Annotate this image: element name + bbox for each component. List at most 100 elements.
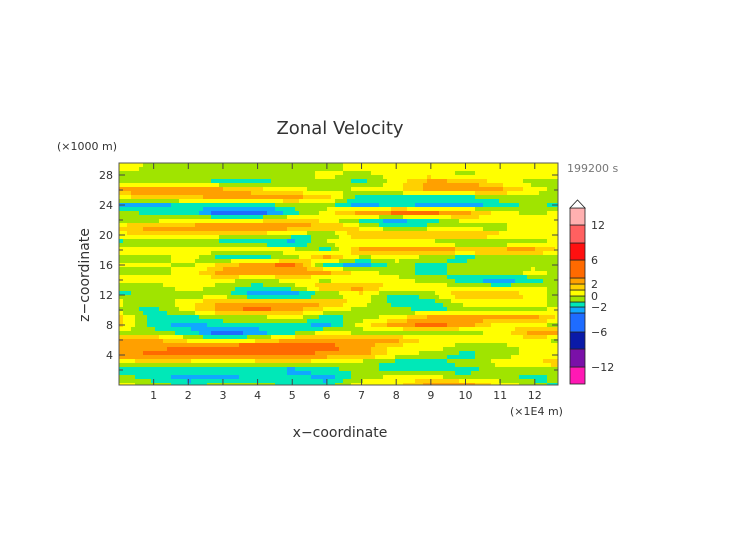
heatmap-cell	[395, 307, 400, 312]
heatmap-cell	[443, 191, 448, 196]
heatmap-cell	[335, 199, 340, 204]
heatmap-cell	[223, 207, 228, 212]
heatmap-cell	[159, 275, 164, 280]
heatmap-cell	[123, 215, 128, 220]
heatmap-cell	[127, 219, 132, 224]
heatmap-cell	[259, 319, 264, 324]
heatmap-cell	[251, 295, 256, 300]
heatmap-cell	[507, 235, 512, 240]
heatmap-cell	[323, 219, 328, 224]
heatmap-cell	[403, 247, 408, 252]
heatmap-cell	[219, 187, 224, 192]
heatmap-cell	[163, 259, 168, 264]
heatmap-cell	[183, 207, 188, 212]
heatmap-cell	[351, 175, 356, 180]
heatmap-cell	[251, 223, 256, 228]
heatmap-cell	[303, 267, 308, 272]
heatmap-cell	[231, 235, 236, 240]
heatmap-cell	[467, 295, 472, 300]
heatmap-cell	[179, 191, 184, 196]
heatmap-cell	[379, 191, 384, 196]
heatmap-cell	[183, 299, 188, 304]
heatmap-cell	[363, 319, 368, 324]
heatmap-cell	[207, 183, 212, 188]
heatmap-cell	[143, 303, 148, 308]
heatmap-cell	[187, 291, 192, 296]
heatmap-cell	[371, 163, 376, 168]
heatmap-cell	[499, 275, 504, 280]
heatmap-cell	[267, 243, 272, 248]
heatmap-cell	[467, 163, 472, 168]
heatmap-cell	[423, 295, 428, 300]
heatmap-cell	[155, 183, 160, 188]
heatmap-cell	[227, 307, 232, 312]
heatmap-cell	[279, 171, 284, 176]
heatmap-cell	[283, 255, 288, 260]
heatmap-cell	[391, 331, 396, 336]
heatmap-cell	[419, 303, 424, 308]
heatmap-cell	[391, 319, 396, 324]
heatmap-cell	[419, 259, 424, 264]
heatmap-cell	[267, 335, 272, 340]
heatmap-cell	[463, 207, 468, 212]
heatmap-cell	[171, 223, 176, 228]
heatmap-cell	[515, 263, 520, 268]
heatmap-cell	[447, 175, 452, 180]
heatmap-cell	[539, 175, 544, 180]
heatmap-cell	[479, 259, 484, 264]
heatmap-cell	[499, 315, 504, 320]
heatmap-cell	[251, 327, 256, 332]
heatmap-cell	[127, 323, 132, 328]
heatmap-cell	[195, 335, 200, 340]
heatmap-cell	[363, 183, 368, 188]
heatmap-cell	[407, 199, 412, 204]
heatmap-cell	[299, 235, 304, 240]
heatmap-cell	[199, 283, 204, 288]
heatmap-cell	[491, 207, 496, 212]
heatmap-cell	[215, 255, 220, 260]
heatmap-cell	[447, 195, 452, 200]
heatmap-cell	[327, 191, 332, 196]
heatmap-cell	[319, 335, 324, 340]
heatmap-cell	[435, 303, 440, 308]
heatmap-cell	[219, 163, 224, 168]
heatmap-cell	[239, 335, 244, 340]
heatmap-cell	[279, 323, 284, 328]
heatmap-cell	[183, 303, 188, 308]
heatmap-cell	[543, 215, 548, 220]
heatmap-cell	[327, 303, 332, 308]
heatmap-cell	[139, 243, 144, 248]
heatmap-cell	[243, 251, 248, 256]
heatmap-cell	[383, 187, 388, 192]
heatmap-cell	[203, 247, 208, 252]
heatmap-cell	[351, 235, 356, 240]
heatmap-cell	[243, 295, 248, 300]
heatmap-cell	[431, 211, 436, 216]
heatmap-cell	[375, 267, 380, 272]
heatmap-cell	[155, 175, 160, 180]
heatmap-cell	[451, 331, 456, 336]
heatmap-cell	[471, 219, 476, 224]
heatmap-cell	[319, 163, 324, 168]
heatmap-cell	[327, 163, 332, 168]
heatmap-cell	[331, 311, 336, 316]
heatmap-cell	[147, 311, 152, 316]
heatmap-cell	[279, 227, 284, 232]
heatmap-cell	[227, 315, 232, 320]
heatmap-cell	[419, 291, 424, 296]
heatmap-cell	[147, 199, 152, 204]
heatmap-cell	[255, 223, 260, 228]
heatmap-cell	[163, 279, 168, 284]
heatmap-cell	[307, 171, 312, 176]
heatmap-cell	[267, 199, 272, 204]
heatmap-cell	[503, 247, 508, 252]
heatmap-cell	[551, 231, 556, 236]
heatmap-cell	[339, 287, 344, 292]
heatmap-cell	[211, 295, 216, 300]
heatmap-cell	[263, 191, 268, 196]
heatmap-cell	[127, 331, 132, 336]
heatmap-cell	[143, 287, 148, 292]
heatmap-cell	[347, 339, 352, 344]
heatmap-cell	[383, 319, 388, 324]
heatmap-cell	[355, 195, 360, 200]
